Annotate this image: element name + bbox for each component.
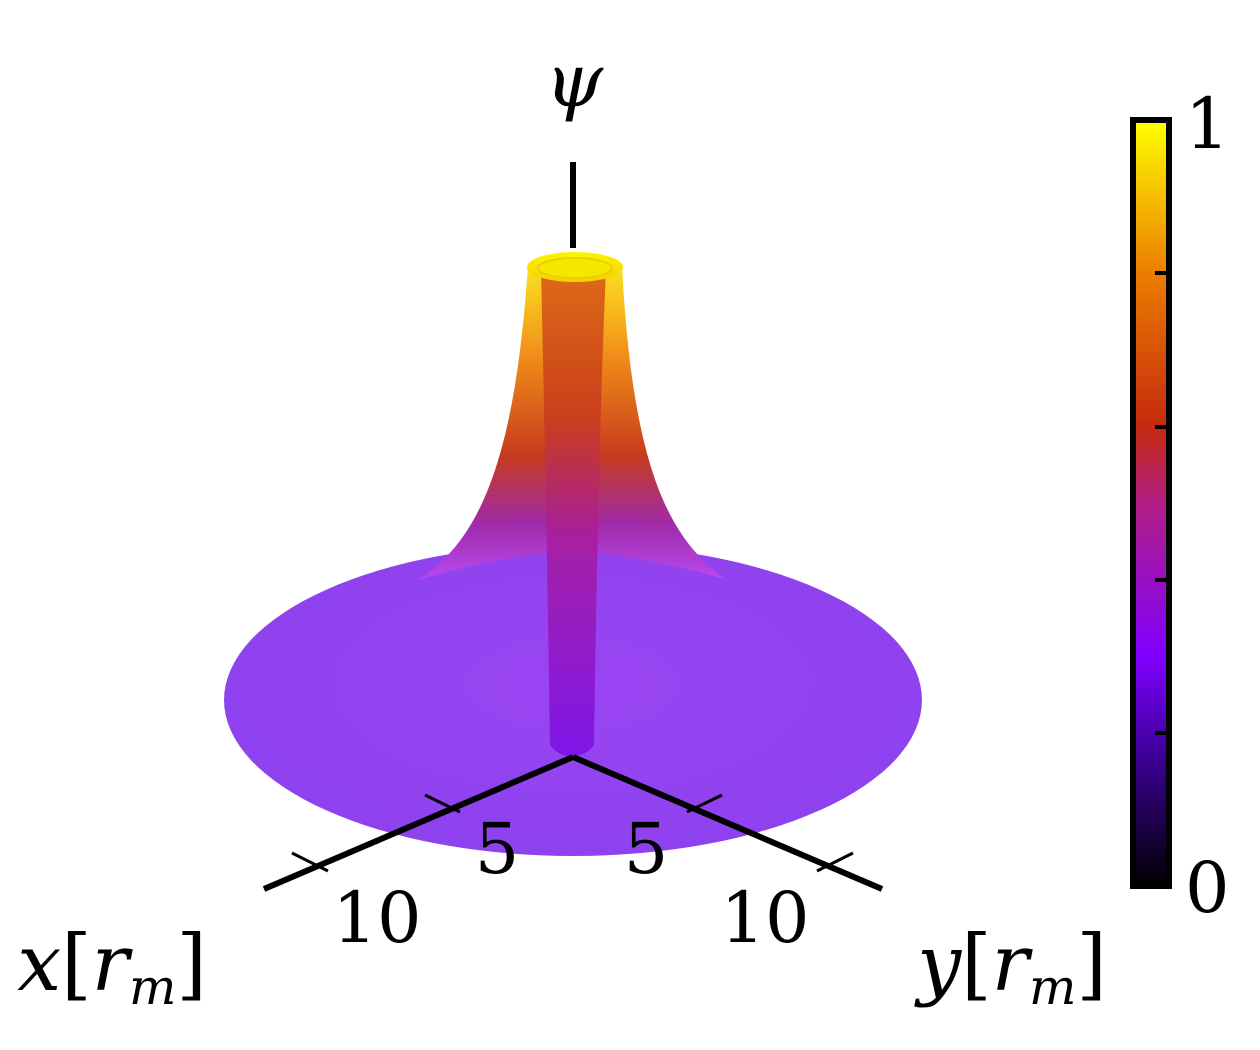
x-tick-label-10: 10 [332,877,421,959]
colorbar: 1 0 [1130,83,1230,929]
x-tick-10 [291,851,329,873]
surface-core-stem [541,270,606,757]
y-tick-5 [686,793,723,814]
y-axis-line [571,754,884,892]
z-axis-label: ψ [545,38,604,124]
colorbar-max-label: 1 [1185,83,1230,165]
x-tick-5 [424,793,461,814]
y-tick-label-10: 10 [720,877,809,959]
colorbar-min-label: 0 [1185,847,1230,929]
x-axis-line [262,754,575,892]
surface-peak-hole [537,257,613,279]
y-tick-10 [816,851,854,873]
colorbar-gradient [1130,117,1172,889]
x-axis-label: x[rm] [17,919,207,1016]
y-axis-label: y[rm] [914,919,1107,1016]
x-tick-label-5: 5 [475,808,520,890]
y-tick-label-5: 5 [624,808,669,890]
